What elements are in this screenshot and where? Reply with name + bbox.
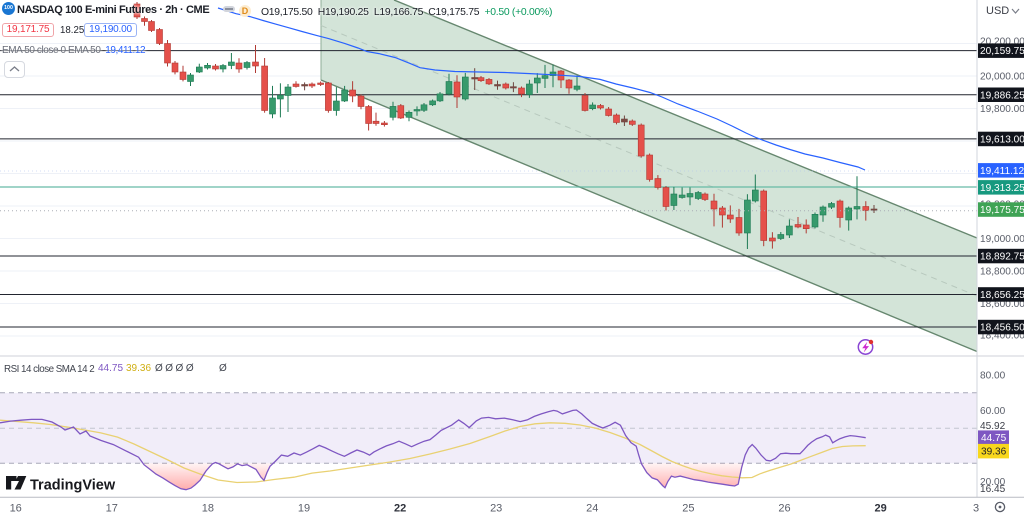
svg-text:16: 16 (10, 503, 22, 514)
svg-text:44.75: 44.75 (981, 433, 1007, 444)
svg-text:19,613.00: 19,613.00 (980, 135, 1024, 146)
svg-text:3: 3 (973, 503, 979, 514)
svg-text:26: 26 (778, 503, 790, 514)
svg-text:19,000.00: 19,000.00 (980, 234, 1024, 245)
svg-text:18,600.00: 18,600.00 (980, 299, 1024, 310)
svg-text:19,411.12: 19,411.12 (980, 166, 1024, 177)
svg-text:23: 23 (490, 503, 502, 514)
svg-text:20,200.00: 20,200.00 (980, 37, 1024, 48)
svg-text:24: 24 (586, 503, 598, 514)
svg-text:25: 25 (682, 503, 694, 514)
svg-text:19,886.25: 19,886.25 (980, 90, 1024, 101)
svg-text:16.45: 16.45 (980, 484, 1006, 495)
svg-text:TradingView: TradingView (30, 478, 116, 494)
svg-text:19,175.75: 19,175.75 (980, 205, 1024, 216)
svg-text:18,400.00: 18,400.00 (980, 331, 1024, 342)
svg-text:17: 17 (106, 503, 118, 514)
svg-text:19,800.00: 19,800.00 (980, 104, 1024, 115)
svg-text:39.36: 39.36 (981, 447, 1007, 458)
svg-text:19,313.25: 19,313.25 (980, 183, 1024, 194)
svg-text:19: 19 (298, 503, 310, 514)
svg-text:20,159.75: 20,159.75 (980, 46, 1024, 57)
svg-text:80.00: 80.00 (980, 371, 1006, 382)
svg-text:18,892.75: 18,892.75 (980, 252, 1024, 263)
svg-text:29: 29 (874, 503, 886, 514)
svg-text:20,000.00: 20,000.00 (980, 72, 1024, 83)
svg-text:18: 18 (202, 503, 214, 514)
svg-text:45.92: 45.92 (980, 421, 1006, 432)
svg-text:18,800.00: 18,800.00 (980, 267, 1024, 278)
svg-text:22: 22 (394, 503, 406, 514)
svg-text:USD: USD (986, 5, 1009, 17)
svg-text:20.00: 20.00 (980, 477, 1006, 488)
svg-text:60.00: 60.00 (980, 406, 1006, 417)
svg-text:18,656.25: 18,656.25 (980, 290, 1024, 301)
svg-text:18,456.50: 18,456.50 (980, 323, 1024, 334)
